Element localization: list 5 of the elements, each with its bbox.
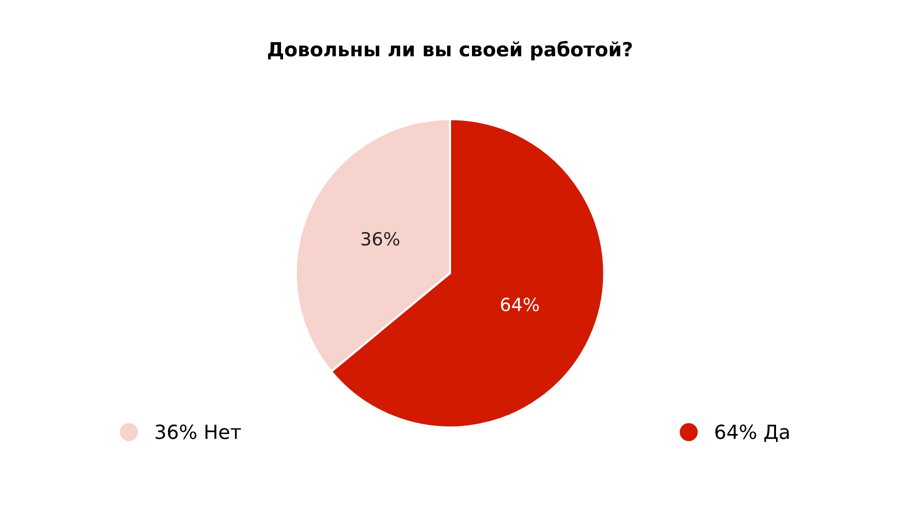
chart-title: Довольны ли вы своей работой? — [268, 40, 632, 60]
data-label: 64% — [500, 298, 539, 312]
legend-label: 36% Нет — [156, 424, 241, 440]
data-label: 36% — [362, 232, 400, 246]
legend-label: 64% Да — [715, 424, 789, 442]
